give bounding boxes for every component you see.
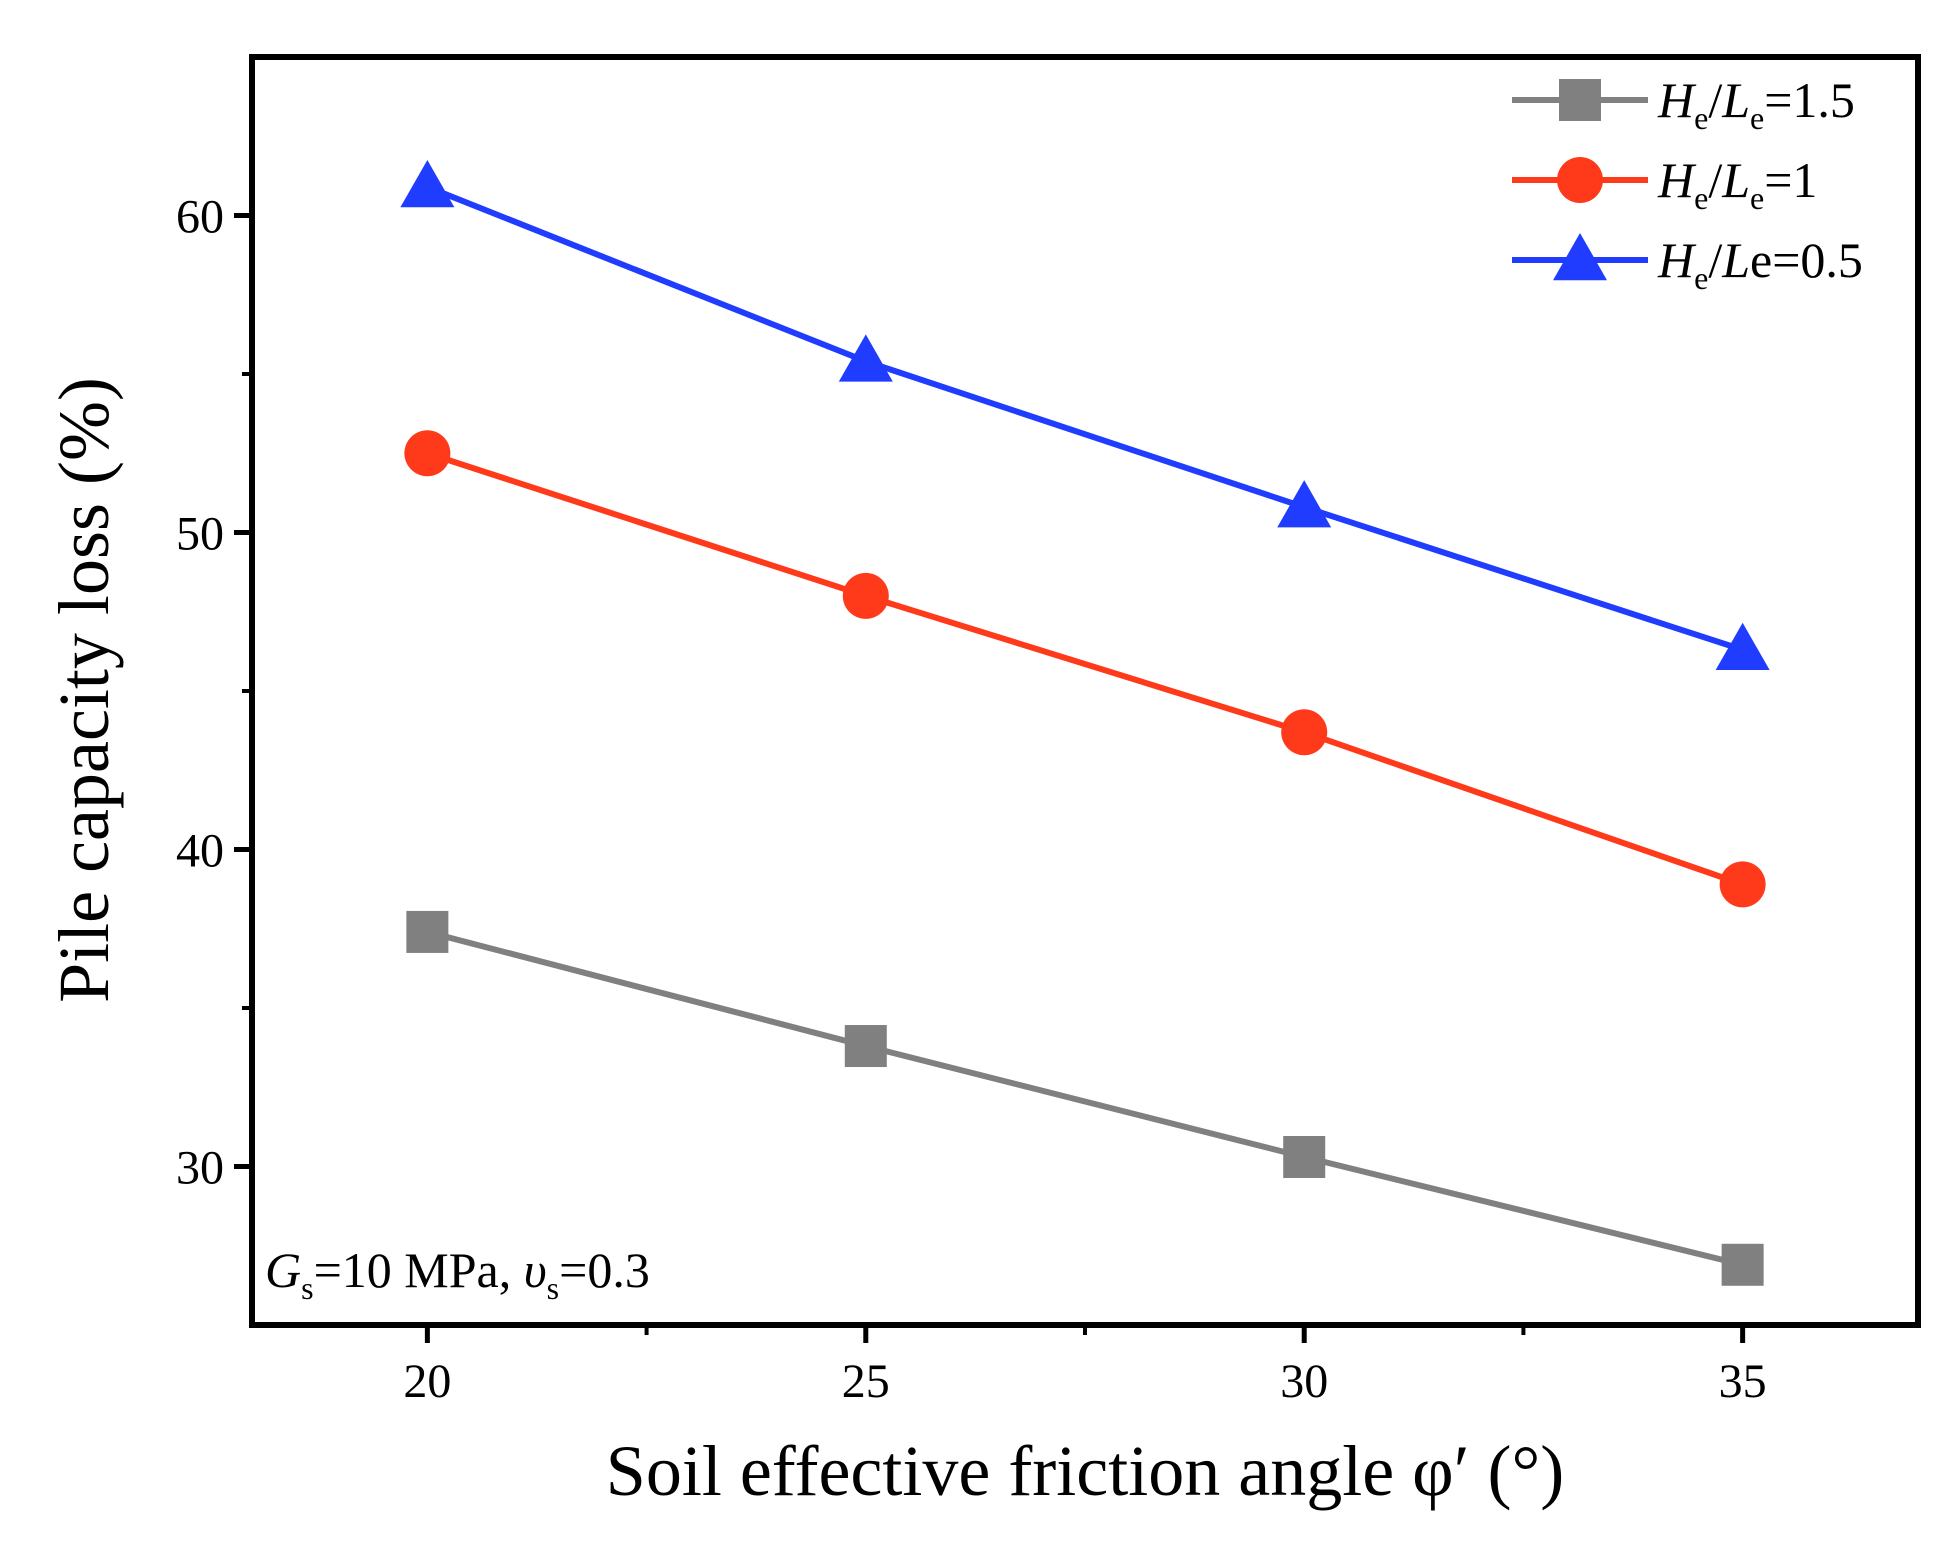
data-point: [406, 910, 449, 953]
data-point: [1283, 1135, 1326, 1178]
y-tick-label: 40: [176, 825, 224, 878]
parameter-annotation: Gs=10 MPa, υs=0.3: [265, 1242, 650, 1306]
series-line: [426, 184, 1744, 653]
x-axis: 20 25 30 35: [403, 1325, 1767, 1408]
legend-label: He/Le=0.5: [1657, 232, 1863, 296]
x-tick-label: 35: [1719, 1355, 1767, 1408]
series-line: [426, 450, 1744, 888]
data-point: [844, 1025, 887, 1068]
data-point: [1721, 1243, 1764, 1286]
y-tick-label: 50: [176, 508, 224, 561]
series-circle: [404, 430, 1766, 908]
annotation-text: Gs=10 MPa, υs=0.3: [265, 1242, 650, 1306]
data-point: [1277, 480, 1332, 528]
y-tick-label: 60: [176, 191, 224, 244]
y-axis-title: Pile capacity loss (%): [44, 377, 124, 1003]
data-point: [1281, 709, 1328, 756]
data-point: [1719, 861, 1766, 908]
x-axis-title: Soil effective friction angle φ′ (°): [606, 1431, 1564, 1511]
y-axis: 30 40 50 60: [176, 191, 252, 1195]
legend-item: He/Le=1: [1512, 152, 1817, 216]
legend-item: He/Le=0.5: [1512, 232, 1863, 296]
data-point: [838, 334, 893, 382]
legend-item: He/Le=1.5: [1512, 72, 1855, 136]
x-tick-label: 30: [1280, 1355, 1328, 1408]
x-tick-label: 25: [842, 1355, 890, 1408]
y-tick-label: 30: [176, 1142, 224, 1195]
data-point: [842, 572, 889, 619]
data-point: [404, 430, 451, 477]
series-square: [406, 910, 1764, 1286]
data-point: [400, 159, 455, 208]
legend-label: He/Le=1.5: [1657, 72, 1855, 136]
legend-swatch-marker: [1557, 157, 1603, 203]
x-tick-label: 20: [403, 1355, 451, 1408]
series-line: [426, 929, 1744, 1268]
legend-swatch-marker: [1559, 79, 1601, 121]
series-triangle: [400, 159, 1770, 671]
legend-swatch-marker: [1553, 233, 1607, 281]
series-layer: [400, 159, 1770, 1286]
data-point: [1715, 622, 1770, 671]
legend-label: He/Le=1: [1657, 152, 1817, 216]
legend: He/Le=1.5 He/Le=1 He/Le=0.5: [1512, 72, 1863, 296]
